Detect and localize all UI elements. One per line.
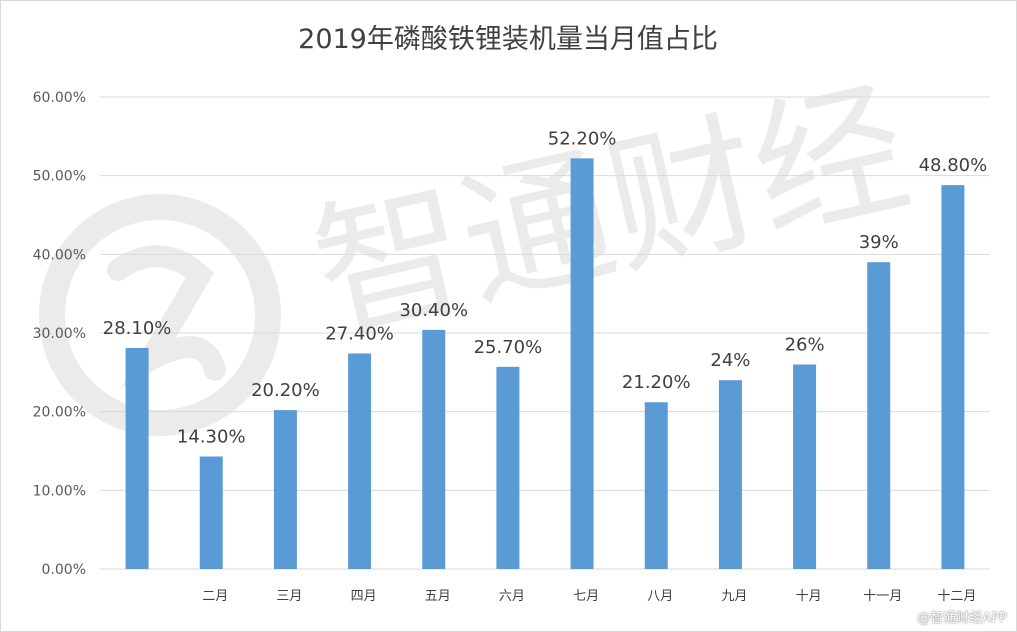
y-tick-label: 60.00% bbox=[33, 90, 86, 106]
bar bbox=[125, 347, 149, 569]
bar-value-label: 24% bbox=[710, 350, 750, 371]
x-tick-label: 二月 bbox=[202, 589, 228, 604]
x-tick-label: 六月 bbox=[499, 589, 525, 604]
bar-value-label: 26% bbox=[785, 334, 825, 355]
bar bbox=[496, 366, 520, 569]
bars bbox=[125, 158, 965, 570]
x-axis-ticks: 二月 三月 四月 五月 六月 七月 八月 九月 十月 十一月 十二月 bbox=[202, 589, 976, 604]
watermark-logo-ring bbox=[39, 194, 281, 436]
data-labels: 28.10% 14.30% 20.20% 27.40%30.40% 25.70% 52.2… bbox=[103, 128, 987, 447]
bar-value-label: 27.40% bbox=[325, 323, 394, 344]
bar-value-label: 21.20% bbox=[622, 372, 691, 393]
y-tick-label: 30.00% bbox=[33, 326, 86, 342]
watermark-text: 智通财经 bbox=[299, 61, 923, 366]
chart-title: 2019年磷酸铁锂装机量当月值占比 bbox=[298, 24, 718, 55]
x-tick-label: 五月 bbox=[425, 589, 451, 604]
watermark-logo-mark bbox=[107, 245, 226, 389]
bar bbox=[570, 158, 594, 570]
y-axis-ticks: 0.00% 10.00% 20.00% 30.00% 40.00% 50.00% 60.00… bbox=[33, 90, 86, 578]
credit-watermark: @智通财经APP bbox=[917, 611, 1007, 626]
x-tick-label: 七月 bbox=[573, 589, 599, 604]
x-tick-label: 三月 bbox=[276, 589, 302, 604]
bar-value-label: 30.40% bbox=[399, 300, 468, 321]
y-tick-label: 40.00% bbox=[33, 247, 86, 263]
bar bbox=[348, 353, 372, 569]
bar bbox=[867, 262, 891, 569]
bar bbox=[199, 456, 223, 569]
bar bbox=[644, 402, 668, 569]
bar-value-label: 28.10% bbox=[103, 318, 172, 339]
bar-value-label: 39% bbox=[859, 232, 899, 253]
watermark: 智通财经 bbox=[39, 61, 923, 436]
bar-value-label: 14.30% bbox=[177, 427, 246, 448]
gridlines bbox=[100, 96, 990, 570]
x-tick-label: 十二月 bbox=[937, 589, 976, 604]
y-tick-label: 20.00% bbox=[33, 405, 86, 421]
bar-value-label: 48.80% bbox=[919, 155, 988, 176]
bar-value-label: 25.70% bbox=[474, 337, 543, 358]
x-tick-label: 十月 bbox=[796, 589, 822, 604]
y-tick-label: 50.00% bbox=[33, 169, 86, 185]
x-tick-label: 十一月 bbox=[863, 589, 902, 604]
y-tick-label: 0.00% bbox=[42, 562, 86, 578]
bar bbox=[793, 364, 817, 569]
bar-value-label: 52.20% bbox=[548, 128, 617, 149]
bar bbox=[941, 185, 965, 569]
bar bbox=[718, 380, 742, 569]
y-tick-label: 10.00% bbox=[33, 483, 86, 499]
x-tick-label: 四月 bbox=[351, 589, 377, 604]
bar bbox=[422, 329, 446, 569]
bar-value-label: 20.20% bbox=[251, 380, 320, 401]
x-tick-label: 八月 bbox=[647, 589, 673, 604]
x-tick-label: 九月 bbox=[721, 589, 747, 604]
bar bbox=[273, 410, 297, 569]
